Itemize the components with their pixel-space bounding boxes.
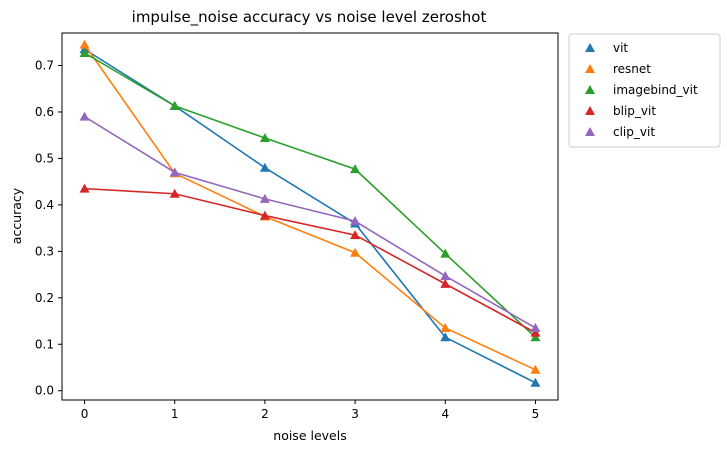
data-point bbox=[530, 332, 541, 342]
data-point bbox=[169, 100, 180, 110]
y-tick-label: 0.6 bbox=[35, 105, 54, 119]
data-point bbox=[350, 216, 361, 226]
y-tick-label: 0.3 bbox=[35, 244, 54, 258]
x-tick-label: 2 bbox=[261, 407, 269, 421]
x-axis: 0 1 2 3 4 5 bbox=[81, 400, 540, 421]
data-point bbox=[259, 210, 270, 220]
legend-marker bbox=[585, 127, 595, 136]
data-point bbox=[350, 247, 361, 257]
y-axis-label: accuracy bbox=[9, 187, 24, 244]
legend-item: clip_vit bbox=[585, 125, 655, 139]
data-point bbox=[530, 364, 541, 374]
legend-item: resnet bbox=[585, 62, 651, 76]
legend-label: clip_vit bbox=[613, 125, 655, 139]
data-point bbox=[350, 230, 361, 240]
legend-items: vit resnet imagebind_vit blip_vit clip_vit bbox=[585, 41, 698, 139]
y-axis: 0.0 0.1 0.2 0.3 0.4 0.5 0.6 0.7 bbox=[35, 59, 62, 398]
data-point bbox=[169, 167, 180, 177]
series-line bbox=[84, 48, 536, 384]
legend-frame bbox=[568, 33, 721, 148]
series-line bbox=[84, 187, 536, 334]
legend-item: imagebind_vit bbox=[585, 83, 698, 97]
legend-label: vit bbox=[613, 41, 628, 55]
series-blip_vit bbox=[79, 183, 541, 337]
data-point bbox=[440, 248, 451, 258]
data-point bbox=[440, 332, 451, 342]
data-point bbox=[350, 164, 361, 174]
series-imagebind_vit bbox=[79, 47, 541, 342]
data-point bbox=[440, 278, 451, 288]
plot-area bbox=[79, 39, 541, 387]
data-point bbox=[79, 47, 90, 57]
y-tick-label: 0.7 bbox=[35, 59, 54, 73]
series-layer bbox=[79, 39, 541, 387]
data-point bbox=[79, 111, 90, 121]
data-point bbox=[169, 188, 180, 198]
legend-item: vit bbox=[585, 41, 628, 55]
data-point bbox=[259, 193, 270, 203]
y-tick-label: 0.0 bbox=[35, 384, 54, 398]
legend-item: blip_vit bbox=[585, 104, 656, 118]
legend-marker bbox=[585, 64, 595, 73]
y-tick-label: 0.1 bbox=[35, 337, 54, 351]
series-line bbox=[83, 44, 536, 371]
legend-label: resnet bbox=[613, 62, 651, 76]
legend-marker bbox=[585, 43, 595, 52]
plot-frame bbox=[61, 32, 559, 401]
chart-title: impulse_noise accuracy vs noise level ze… bbox=[132, 8, 487, 27]
data-point bbox=[259, 162, 270, 172]
legend-label: blip_vit bbox=[613, 104, 656, 118]
x-axis-label: noise levels bbox=[273, 428, 346, 443]
series-line bbox=[84, 52, 536, 338]
data-point bbox=[440, 322, 451, 332]
legend-marker bbox=[585, 85, 595, 94]
data-point bbox=[530, 327, 541, 337]
data-point bbox=[79, 183, 90, 193]
y-tick-label: 0.2 bbox=[35, 291, 54, 305]
data-point bbox=[440, 270, 451, 280]
x-tick-label: 5 bbox=[532, 407, 540, 421]
x-tick-label: 0 bbox=[81, 407, 89, 421]
legend-label: imagebind_vit bbox=[613, 83, 698, 97]
legend-marker bbox=[585, 106, 595, 115]
y-tick-label: 0.5 bbox=[35, 151, 54, 165]
series-line bbox=[84, 115, 536, 329]
data-point bbox=[259, 132, 270, 142]
data-point bbox=[530, 377, 541, 387]
x-tick-label: 4 bbox=[441, 407, 449, 421]
series-vit bbox=[79, 44, 541, 387]
data-point bbox=[79, 39, 90, 49]
x-tick-label: 1 bbox=[171, 407, 179, 421]
data-point bbox=[530, 322, 541, 332]
series-clip_vit bbox=[79, 111, 541, 332]
legend: vit resnet imagebind_vit blip_vit clip_vit bbox=[568, 33, 721, 148]
x-tick-label: 3 bbox=[351, 407, 359, 421]
y-tick-label: 0.4 bbox=[35, 198, 54, 212]
